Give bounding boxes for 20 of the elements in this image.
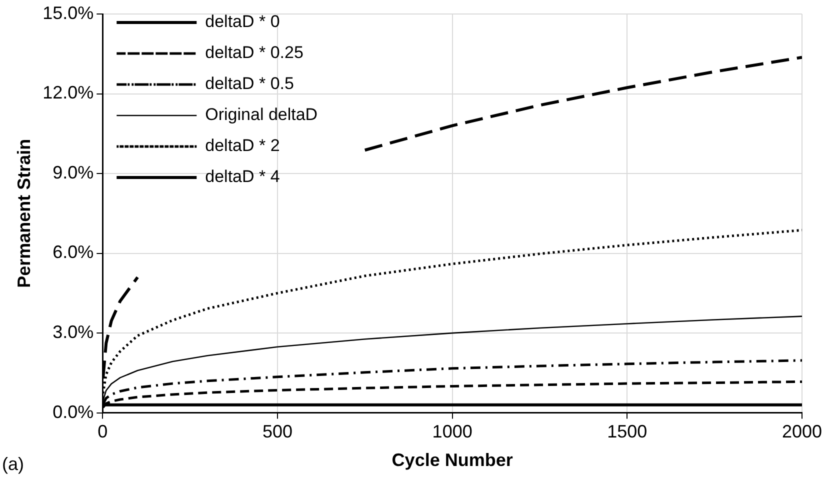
y-tick-label: 0.0% <box>52 402 94 422</box>
y-tick-label: 6.0% <box>52 242 94 262</box>
text: (a) <box>2 454 24 474</box>
y-tick-label: 9.0% <box>52 162 94 182</box>
x-tick-label: 1500 <box>607 422 648 442</box>
legend-label: deltaD * 4 <box>205 167 280 186</box>
legend-label: deltaD * 0.25 <box>205 43 304 62</box>
legend-label: deltaD * 0.5 <box>205 74 294 94</box>
x-axis-title: Cycle Number <box>392 450 513 470</box>
x-tick-label: 500 <box>262 422 292 442</box>
legend-label: deltaD * 2 <box>205 136 280 156</box>
x-tick-label: 0 <box>98 422 108 442</box>
y-tick-label: 3.0% <box>52 322 94 342</box>
legend-label: deltaD * 0 <box>205 12 280 32</box>
y-axis-title: Permanent Strain <box>14 138 34 288</box>
x-tick-label: 1000 <box>432 422 472 442</box>
y-tick-label: 15.0% <box>42 2 94 23</box>
y-tick-label: 12.0% <box>42 82 94 103</box>
legend-label: Original deltaD <box>205 105 318 124</box>
x-tick-label: 2000 <box>782 422 822 442</box>
